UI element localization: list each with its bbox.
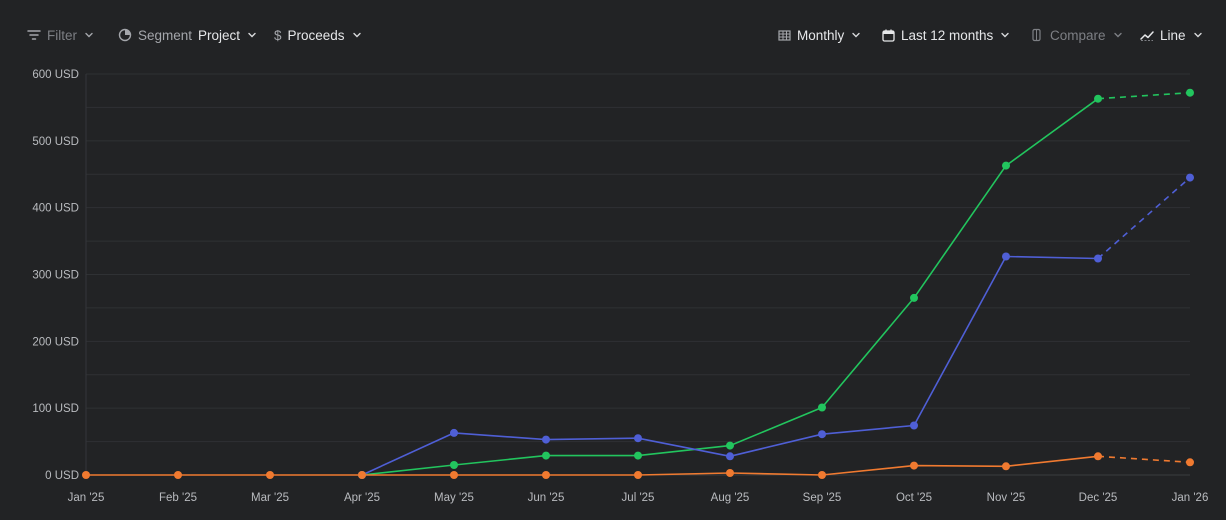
- chevron-down-icon: [246, 29, 258, 41]
- x-tick-label: Nov '25: [987, 492, 1026, 504]
- x-tick-label: Oct '25: [896, 492, 932, 504]
- chevron-down-icon: [999, 29, 1011, 41]
- data-point[interactable]: [542, 435, 550, 444]
- filter-label: Filter: [47, 27, 77, 43]
- x-tick-label: Jul '25: [622, 492, 655, 504]
- data-point[interactable]: [1094, 452, 1102, 461]
- data-point[interactable]: [542, 451, 550, 460]
- x-tick-label: Jan '25: [68, 492, 105, 504]
- x-tick-label: Jun '25: [528, 492, 565, 504]
- y-tick-label: 600 USD: [32, 69, 79, 81]
- segment-button[interactable]: Segment Project: [118, 24, 258, 46]
- y-tick-label: 500 USD: [32, 136, 79, 148]
- pie-chart-icon: [118, 28, 132, 42]
- data-point[interactable]: [450, 461, 458, 469]
- chart-toolbar: Filter Segment Project $ Proceeds Monthl…: [0, 0, 1226, 72]
- data-point[interactable]: [358, 471, 366, 479]
- filter-button[interactable]: Filter: [27, 24, 95, 46]
- data-point[interactable]: [1002, 161, 1010, 170]
- chart-type-button[interactable]: Line: [1140, 24, 1204, 46]
- data-point[interactable]: [266, 471, 274, 479]
- y-tick-label: 100 USD: [32, 403, 79, 415]
- data-point[interactable]: [1186, 173, 1194, 182]
- chevron-down-icon: [351, 29, 363, 41]
- data-point[interactable]: [910, 293, 918, 302]
- table-icon: [777, 28, 791, 42]
- filter-icon: [27, 28, 41, 42]
- chevron-down-icon: [850, 29, 862, 41]
- x-tick-label: May '25: [434, 492, 474, 504]
- chart-type-label: Line: [1160, 27, 1186, 43]
- metric-label: Proceeds: [287, 27, 345, 43]
- series-projection-2: [1097, 176, 1191, 260]
- series-line-1: [361, 98, 1099, 476]
- series-points: [82, 88, 1194, 479]
- series-projection-3: [1097, 455, 1191, 464]
- data-point[interactable]: [634, 471, 642, 479]
- series-line-3: [86, 455, 1099, 476]
- y-tick-label: 0 USD: [45, 470, 79, 482]
- x-tick-label: Aug '25: [711, 492, 750, 504]
- x-axis: Jan '25 Feb '25 Mar '25 Apr '25 May '25 Jun '…: [68, 492, 1209, 504]
- data-point[interactable]: [726, 441, 734, 450]
- segment-label: Segment: [138, 27, 193, 43]
- data-point[interactable]: [818, 403, 826, 412]
- data-point[interactable]: [450, 471, 458, 479]
- chevron-down-icon: [1192, 29, 1204, 41]
- interval-button[interactable]: Monthly: [777, 24, 862, 46]
- data-point[interactable]: [1186, 88, 1194, 97]
- compare-icon: [1030, 28, 1044, 42]
- data-point[interactable]: [1094, 94, 1102, 103]
- x-tick-label: Feb '25: [159, 492, 197, 504]
- x-tick-label: Mar '25: [251, 492, 289, 504]
- data-point[interactable]: [818, 430, 826, 439]
- segment-value: Project: [198, 27, 241, 43]
- y-tick-label: 200 USD: [32, 336, 79, 348]
- data-point[interactable]: [542, 471, 550, 479]
- data-point[interactable]: [82, 471, 90, 479]
- chevron-down-icon: [83, 29, 95, 41]
- x-tick-label: Dec '25: [1079, 492, 1118, 504]
- compare-label: Compare: [1050, 27, 1106, 43]
- interval-label: Monthly: [797, 27, 845, 43]
- data-point[interactable]: [1186, 458, 1194, 467]
- grid-lines: [85, 73, 1190, 476]
- line-chart-icon: [1140, 28, 1154, 42]
- calendar-icon: [881, 28, 895, 42]
- data-point[interactable]: [634, 434, 642, 443]
- data-point[interactable]: [1002, 252, 1010, 261]
- data-point[interactable]: [174, 471, 182, 479]
- data-point[interactable]: [634, 451, 642, 460]
- data-point[interactable]: [1002, 462, 1010, 471]
- series-projection-1: [1097, 91, 1191, 100]
- data-point[interactable]: [726, 469, 734, 477]
- y-axis: 0 USD 100 USD 200 USD 300 USD 400 USD 500 USD…: [32, 69, 79, 482]
- x-tick-label: Apr '25: [344, 492, 380, 504]
- data-point[interactable]: [450, 428, 458, 437]
- data-point[interactable]: [818, 471, 826, 479]
- date-range-button[interactable]: Last 12 months: [881, 24, 1011, 46]
- y-tick-label: 300 USD: [32, 270, 79, 282]
- data-point[interactable]: [1094, 254, 1102, 263]
- chevron-down-icon: [1112, 29, 1124, 41]
- series-lines: [86, 91, 1191, 476]
- data-point[interactable]: [910, 461, 918, 470]
- dollar-icon: $: [274, 27, 282, 43]
- x-tick-label: Sep '25: [803, 492, 842, 504]
- compare-button[interactable]: Compare: [1030, 24, 1124, 46]
- x-tick-label: Jan '26: [1172, 492, 1209, 504]
- metric-button[interactable]: $ Proceeds: [274, 24, 363, 46]
- y-tick-label: 400 USD: [32, 203, 79, 215]
- data-point[interactable]: [726, 452, 734, 461]
- date-range-label: Last 12 months: [901, 27, 994, 43]
- data-point[interactable]: [910, 421, 918, 430]
